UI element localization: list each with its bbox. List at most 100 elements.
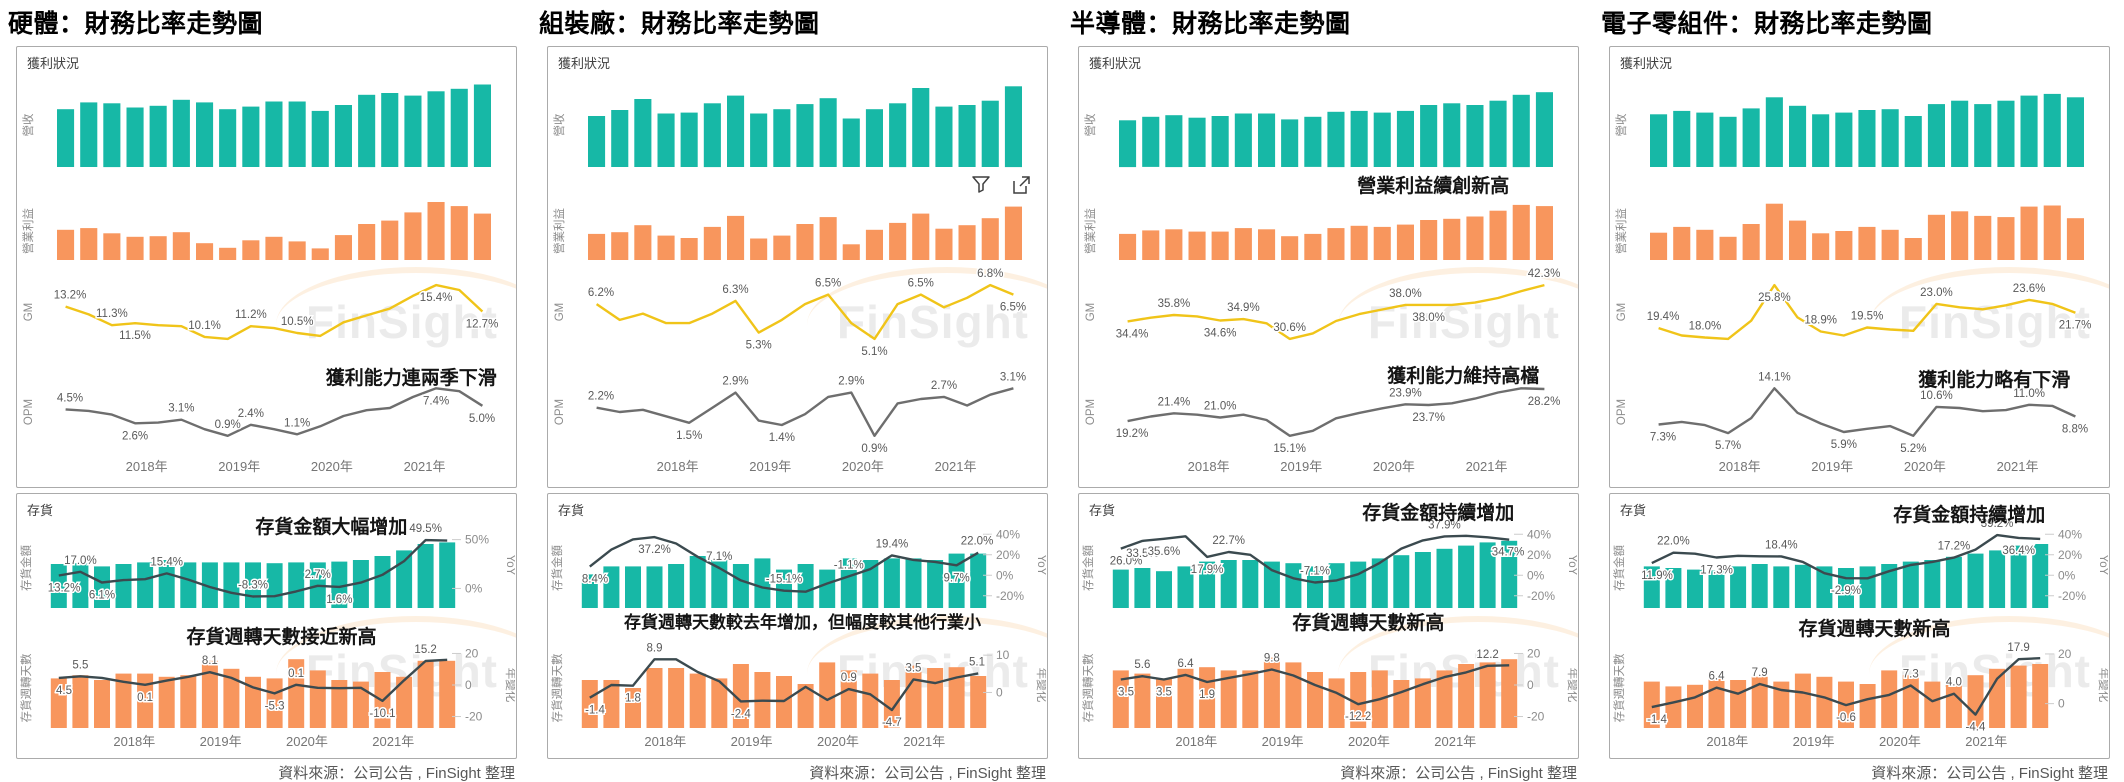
- value-label: 9.7%: [944, 572, 970, 584]
- value-label: 5.1%: [861, 346, 887, 358]
- value-label: 17.3%: [1700, 565, 1733, 577]
- value-label: 37.9%: [1428, 519, 1461, 531]
- year-tick: 2019年: [1280, 459, 1322, 474]
- popout-icon[interactable]: [1009, 173, 1033, 197]
- profit-panel: 獲利狀況 FinSight 獲利能力連兩季下滑 營收 營業利益 GM OPM 13.2% 11.…: [16, 46, 517, 488]
- axis-label: 營業利益: [1083, 208, 1097, 254]
- revenue-bars: [57, 84, 491, 168]
- axis-label: 存貨週轉天數: [550, 653, 564, 722]
- right-axis-tick: 0: [2058, 697, 2065, 711]
- opm-line: 4.5% 2.6% 3.1% 0.9%2.4% 1.1% 7.4% 5.0%: [55, 387, 497, 444]
- value-label: 23.7%: [1412, 412, 1445, 424]
- axis-label: 年變化: [2097, 668, 2108, 703]
- right-axis-tick: 20%: [996, 548, 1020, 562]
- value-label: 28.2%: [1528, 396, 1561, 408]
- value-label: -12.2: [1345, 711, 1371, 723]
- value-label: 15.4%: [150, 556, 183, 568]
- axis-label: 營收: [1083, 113, 1097, 136]
- annotation-text: 存貨金額持續增加: [1362, 503, 1515, 524]
- inventory-amount-bars: [1112, 540, 1518, 608]
- year-tick: 2021年: [1466, 459, 1508, 474]
- value-label: 6.3%: [722, 284, 748, 296]
- right-axis-tick: -20: [465, 710, 483, 724]
- value-label: 0.9%: [861, 443, 887, 455]
- year-tick: 2019年: [218, 459, 260, 474]
- axis-label: GM: [554, 303, 566, 322]
- value-label: 6.2%: [588, 287, 614, 299]
- value-label: 30.6%: [1273, 322, 1306, 334]
- value-label: 6.1%: [89, 589, 115, 601]
- value-label: 25.8%: [1758, 292, 1791, 304]
- value-label: 21.7%: [2059, 320, 2092, 332]
- inventory-panel: 存貨 FinSight 存貨金額大幅增加 存貨週轉天數接近新高 存貨金額 存貨週轉天數 Yo…: [16, 493, 517, 759]
- value-label: 11.2%: [235, 309, 267, 321]
- value-label: 34.6%: [1204, 327, 1237, 339]
- industry-column: 半導體：財務比率走勢圖 獲利狀況 FinSight 營業利益續創新高 獲利能力維持高檔營…: [1062, 0, 1593, 782]
- inventory-days-bars: [1643, 664, 2049, 728]
- value-label: 1.6%: [326, 594, 352, 606]
- right-axis-tick: -20%: [2058, 589, 2086, 603]
- value-label: 19.4%: [1647, 311, 1680, 323]
- opm-line: 2.2% 1.5% 2.9% 1.4% 2.9% 0.9% 2.7% 3.1%: [586, 370, 1027, 457]
- value-label: -2.9%: [1831, 585, 1861, 597]
- inventory-chart-svg[interactable]: 存貨金額存貨週轉天數YoY年變化40%20%0%-20%26.0%33.5%35…: [1080, 494, 1577, 758]
- axis-label: OPM: [23, 399, 35, 425]
- axis-label: YoY: [2097, 555, 2108, 576]
- value-label: 19.5%: [1851, 310, 1884, 322]
- column-title: 電子零組件：財務比率走勢圖: [1601, 10, 1933, 38]
- inventory-yoy-line: 11.9% 22.0% 17.3% 18.4% -2.9% 17.2% 39.2% 36.4%: [1640, 517, 2041, 599]
- year-tick: 2021年: [1434, 734, 1476, 749]
- revenue-bars: [588, 86, 1022, 168]
- year-tick: 2020年: [1879, 734, 1921, 749]
- value-label: 10.1%: [188, 320, 221, 332]
- column-title: 組裝廠：財務比率走勢圖: [539, 10, 820, 38]
- value-label: 10.6%: [1920, 390, 1953, 402]
- op-profit-bars: [588, 206, 1022, 260]
- value-label: 12.2: [1476, 649, 1498, 661]
- axis-label: 營業利益: [1614, 208, 1628, 254]
- value-label: -1.1%: [834, 559, 864, 571]
- inventory-days-change-line: 4.5 5.5 0.1 8.1 -5.3 0.1 -10.1 15.2: [55, 643, 448, 721]
- panel-title-inventory: 存貨: [1620, 503, 1647, 518]
- inventory-panel: 存貨FinSight存貨金額持續增加存貨週轉天數新高存貨金額存貨週轉天數YoY年…: [1078, 493, 1579, 759]
- value-label: 4.5: [56, 685, 72, 697]
- value-label: 2.2%: [588, 391, 614, 403]
- value-label: 49.5%: [409, 523, 442, 535]
- panel-title-profit: 獲利狀況: [1089, 56, 1142, 71]
- annotation-text: 獲利能力維持高檔: [1387, 366, 1540, 387]
- value-label: 39.2%: [1981, 518, 2014, 530]
- value-label: 37.2%: [638, 544, 671, 556]
- right-axis-tick: 0: [996, 685, 1003, 699]
- opm-line: 7.3% 5.7% 14.1% 5.9% 5.2% 10.6% 11.0% 8.8%: [1648, 370, 2089, 457]
- axis-label: 營業利益: [21, 208, 35, 254]
- value-label: 22.0%: [961, 536, 994, 548]
- value-label: 8.8%: [2062, 424, 2088, 436]
- axis-label: GM: [1085, 303, 1097, 322]
- year-tick: 2019年: [1793, 734, 1835, 749]
- year-tick: 2020年: [842, 459, 884, 474]
- industry-column: 硬體：財務比率走勢圖 獲利狀況 FinSight 獲利能力連兩季下滑 營收 營業利益 GM O…: [0, 0, 531, 782]
- axis-label: YoY: [1035, 555, 1046, 576]
- gm-line: 6.2% 6.3% 5.3% 6.5% 5.1% 6.5% 6.8% 6.5%: [586, 267, 1027, 360]
- right-axis-tick: 0%: [996, 568, 1014, 582]
- opm-line: 19.2% 21.4% 21.0% 15.1% 23.9% 23.7% 28.4% 28.2%: [1114, 370, 1562, 457]
- inventory-days-change-line: 3.5 5.6 3.5 6.4 1.9 9.8 -12.2 12.2: [1117, 647, 1510, 725]
- inventory-days-change-line: -1.4 1.8 8.9 -2.4 0.9 -4.7 3.5 5.1: [584, 641, 987, 731]
- profit-panel: 獲利狀況 FinSight 營業利益續創新高 獲利能力維持高檔 營收 營業利益 GM OPM 3…: [1078, 46, 1579, 488]
- axis-label: YoY: [504, 555, 515, 576]
- value-label: 2.7%: [931, 380, 957, 392]
- op-profit-bars: [57, 202, 491, 260]
- right-axis-tick: 40%: [1527, 527, 1551, 541]
- filter-icon[interactable]: [969, 173, 993, 197]
- value-label: 15.2: [414, 644, 436, 656]
- right-axis-tick: 20: [465, 646, 479, 660]
- value-label: 11.5%: [119, 330, 151, 342]
- value-label: 6.5%: [1000, 302, 1026, 314]
